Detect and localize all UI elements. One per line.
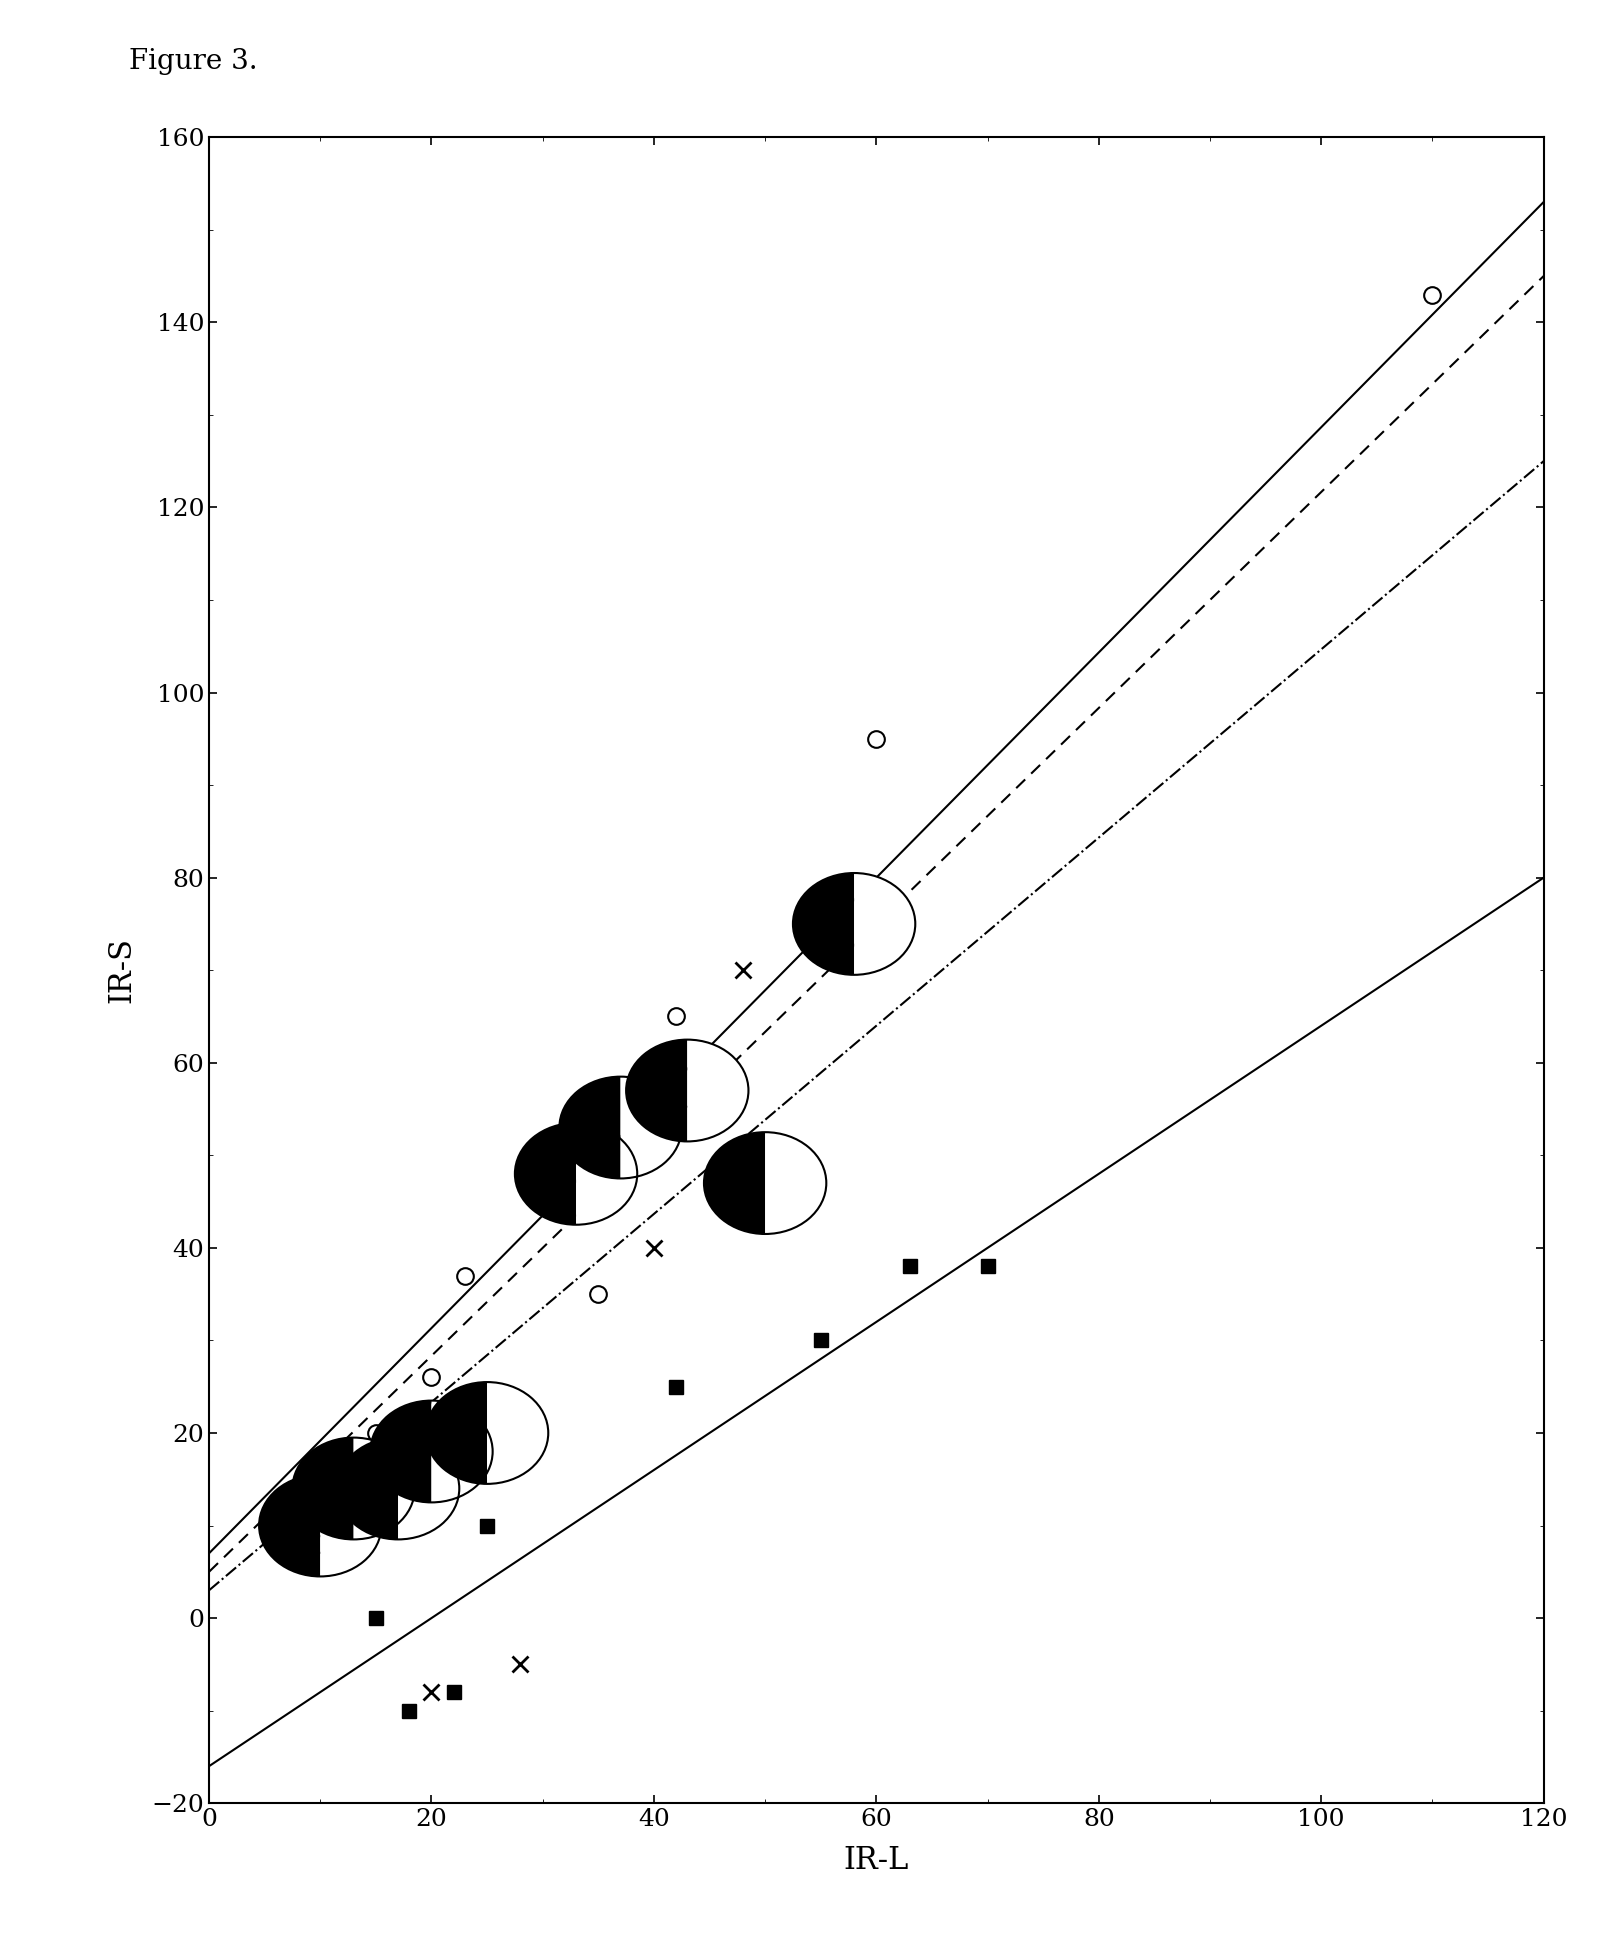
Wedge shape [259, 1474, 320, 1576]
Wedge shape [426, 1382, 487, 1484]
Wedge shape [487, 1382, 548, 1484]
Wedge shape [370, 1401, 431, 1503]
Wedge shape [704, 1133, 765, 1235]
Wedge shape [337, 1437, 399, 1539]
Wedge shape [431, 1401, 492, 1503]
Wedge shape [292, 1437, 354, 1539]
Text: Figure 3.: Figure 3. [129, 47, 257, 74]
X-axis label: IR-L: IR-L [844, 1844, 908, 1876]
Wedge shape [792, 872, 853, 974]
Wedge shape [620, 1076, 681, 1178]
Wedge shape [765, 1133, 826, 1235]
Wedge shape [575, 1123, 636, 1225]
Wedge shape [853, 872, 914, 974]
Wedge shape [354, 1437, 415, 1539]
Wedge shape [625, 1039, 686, 1141]
Wedge shape [559, 1076, 620, 1178]
Wedge shape [320, 1474, 381, 1576]
Wedge shape [686, 1039, 747, 1141]
Wedge shape [514, 1123, 575, 1225]
Wedge shape [399, 1437, 460, 1539]
Y-axis label: IR-S: IR-S [106, 937, 138, 1004]
